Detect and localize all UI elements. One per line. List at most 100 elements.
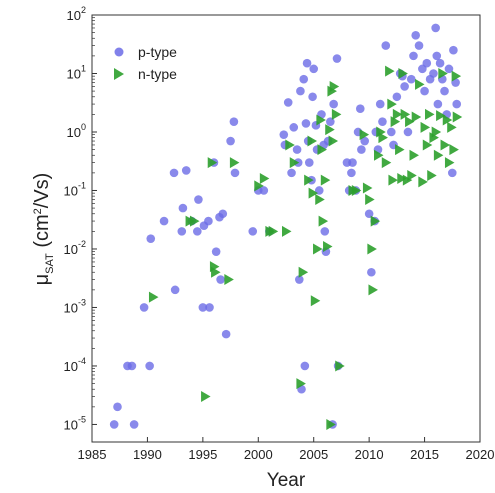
- point-p-type: [211, 247, 221, 256]
- legend-marker-p-type: [114, 47, 124, 57]
- point-n-type: [310, 295, 321, 307]
- point-p-type: [292, 145, 302, 154]
- point-p-type: [204, 216, 213, 226]
- point-p-type: [139, 303, 149, 312]
- point-n-type: [370, 215, 381, 227]
- point-p-type: [435, 58, 445, 68]
- point-n-type: [447, 121, 457, 133]
- x-axis-label: Year: [267, 470, 306, 491]
- point-n-type: [381, 157, 392, 169]
- svg-text:μSAT (cm2/Vs): μSAT (cm2/Vs): [31, 173, 56, 286]
- point-n-type: [425, 108, 435, 120]
- y-tick-label: 100: [67, 122, 86, 140]
- point-p-type: [414, 41, 424, 50]
- point-n-type: [331, 108, 342, 120]
- y-tick-label: 10-2: [64, 239, 86, 257]
- point-p-type: [194, 195, 203, 204]
- point-p-type: [444, 64, 454, 74]
- point-p-type: [283, 98, 293, 107]
- y-tick-label: 10-1: [64, 180, 86, 198]
- point-p-type: [113, 402, 122, 412]
- point-p-type: [309, 64, 319, 74]
- x-tick-label: 1990: [133, 447, 162, 462]
- point-n-type: [395, 144, 405, 156]
- point-n-type: [398, 67, 408, 79]
- point-n-type: [307, 135, 317, 147]
- point-p-type: [422, 58, 432, 68]
- point-p-type: [378, 117, 387, 126]
- point-p-type: [400, 82, 409, 91]
- point-p-type: [178, 203, 188, 213]
- y-tick-label: 10-4: [64, 356, 86, 374]
- point-p-type: [381, 41, 391, 50]
- point-p-type: [392, 92, 402, 102]
- point-n-type: [207, 157, 218, 169]
- x-tick-label: 1985: [78, 447, 107, 462]
- point-n-type: [407, 170, 417, 182]
- point-p-type: [216, 275, 225, 284]
- x-tick-label: 2010: [355, 447, 384, 462]
- point-p-type: [300, 361, 310, 371]
- point-p-type: [326, 117, 335, 126]
- point-n-type: [385, 65, 395, 77]
- point-n-type: [335, 360, 345, 372]
- point-n-type: [442, 114, 453, 126]
- point-p-type: [181, 166, 191, 175]
- x-tick-label: 2020: [466, 447, 495, 462]
- point-n-type: [285, 139, 295, 151]
- point-p-type: [193, 227, 202, 236]
- point-n-type: [201, 391, 211, 403]
- point-n-type: [259, 173, 270, 185]
- point-n-type: [359, 129, 370, 141]
- point-n-type: [387, 98, 397, 110]
- point-p-type: [449, 45, 458, 55]
- point-n-type: [367, 243, 377, 255]
- point-p-type: [355, 104, 365, 114]
- point-p-type: [198, 303, 208, 312]
- point-n-type: [313, 243, 323, 255]
- point-n-type: [452, 111, 463, 123]
- point-p-type: [364, 209, 374, 219]
- point-n-type: [415, 78, 425, 90]
- y-tick-label: 101: [67, 63, 86, 81]
- point-n-type: [420, 121, 431, 133]
- point-n-type: [224, 274, 234, 286]
- legend-label-p-type: p-type: [138, 44, 177, 60]
- legend: p-type n-type: [114, 44, 177, 82]
- point-n-type: [282, 225, 292, 237]
- point-p-type: [348, 158, 357, 167]
- point-p-type: [409, 51, 418, 61]
- point-n-type: [189, 215, 200, 227]
- point-n-type: [400, 108, 411, 120]
- point-n-type: [392, 108, 403, 120]
- point-p-type: [403, 127, 413, 137]
- point-p-type: [452, 99, 462, 109]
- point-n-type: [323, 241, 333, 253]
- point-p-type: [387, 127, 396, 137]
- y-axis-label: μSAT (cm2/Vs): [31, 173, 56, 286]
- point-n-type: [449, 144, 459, 156]
- point-p-type: [302, 58, 312, 68]
- point-n-type: [409, 149, 419, 161]
- point-p-type: [205, 303, 214, 312]
- point-n-type: [308, 187, 319, 199]
- x-tick-label: 2000: [244, 447, 273, 462]
- point-p-type: [347, 168, 356, 178]
- point-p-type: [304, 158, 314, 167]
- point-n-type: [436, 110, 446, 122]
- point-n-type: [362, 182, 373, 194]
- point-n-type: [431, 126, 442, 138]
- point-n-type: [148, 291, 159, 303]
- legend-label-n-type: n-type: [138, 66, 177, 82]
- point-p-type: [296, 86, 305, 96]
- point-n-type: [316, 114, 326, 126]
- point-n-type: [368, 284, 378, 296]
- point-n-type: [388, 174, 398, 186]
- point-n-type: [374, 149, 384, 161]
- legend-marker-n-type: [114, 68, 124, 80]
- point-p-type: [218, 209, 228, 219]
- point-p-type: [301, 119, 311, 128]
- x-tick-label: 2005: [299, 447, 328, 462]
- point-p-type: [411, 30, 421, 40]
- point-p-type: [289, 123, 299, 132]
